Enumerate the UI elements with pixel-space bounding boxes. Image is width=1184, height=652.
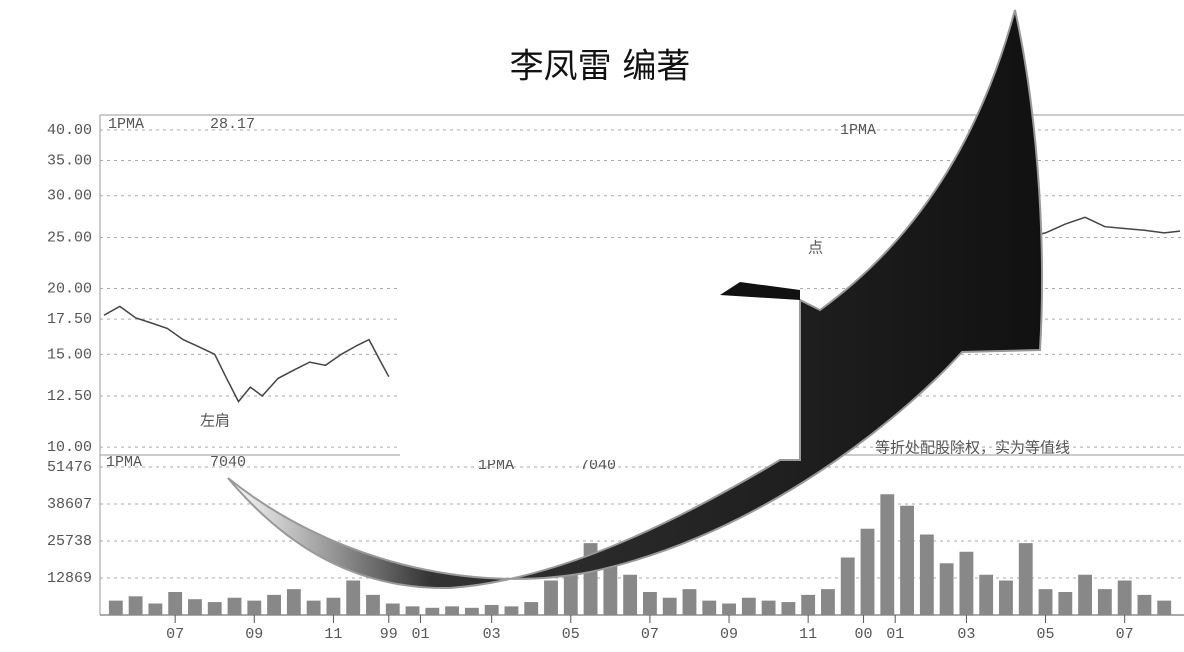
volume-bar — [959, 551, 974, 615]
volume-bar — [445, 606, 460, 615]
volume-bar — [267, 594, 281, 615]
y-tick-label: 12.50 — [47, 388, 92, 405]
volume-bar — [1157, 600, 1172, 615]
volume-bar — [306, 600, 321, 615]
annotation: 7040 — [210, 454, 246, 471]
volume-bar — [1137, 594, 1152, 615]
x-tick-label: 05 — [1037, 626, 1055, 643]
annotation: 左肩 — [200, 412, 230, 430]
volume-bar — [623, 574, 638, 615]
volume-bar — [801, 594, 816, 615]
volume-bar — [979, 574, 994, 615]
annotation: 1PMA — [478, 457, 514, 474]
y-tick-label: 10.00 — [47, 439, 92, 456]
y-tick-label: 51476 — [47, 459, 92, 476]
y-tick-label: 30.00 — [47, 188, 92, 205]
x-tick-label: 03 — [483, 626, 501, 643]
volume-bar — [346, 580, 361, 615]
volume-bar — [247, 600, 262, 615]
volume-bar — [741, 597, 756, 615]
x-tick-label: 11 — [324, 626, 342, 643]
volume-bar — [544, 580, 558, 615]
annotation: 点 — [808, 239, 823, 257]
x-tick-label: 01 — [886, 626, 904, 643]
volume-bar — [366, 594, 380, 615]
volume-bar — [880, 494, 895, 615]
volume-bar — [919, 534, 934, 615]
volume-bar — [425, 607, 440, 615]
cover-panel — [400, 285, 800, 460]
annotation: 1PMA — [106, 454, 142, 471]
volume-bar — [524, 602, 539, 615]
y-tick-label: 15.00 — [47, 346, 92, 363]
x-tick-label: 09 — [245, 626, 263, 643]
volume-bar — [900, 505, 914, 615]
volume-bar — [227, 597, 242, 615]
volume-bar — [840, 557, 855, 615]
volume-bar — [939, 563, 954, 615]
volume-bar — [168, 591, 183, 615]
volume-bar — [108, 600, 123, 615]
volume-bar — [1018, 543, 1033, 615]
y-tick-label: 20.00 — [47, 280, 92, 297]
y-tick-label: 35.00 — [47, 152, 92, 169]
volume-bar — [702, 600, 717, 615]
y-tick-label: 17.50 — [47, 311, 92, 328]
volume-bar — [1117, 580, 1132, 615]
volume-bar — [504, 606, 519, 615]
volume-bar — [682, 589, 697, 615]
volume-bar — [821, 589, 835, 615]
volume-bar — [1058, 591, 1073, 615]
volume-bar — [464, 607, 479, 615]
volume-bar — [781, 602, 796, 615]
x-tick-label: 07 — [166, 626, 184, 643]
x-tick-label: 01 — [411, 626, 429, 643]
y-tick-label: 25.00 — [47, 229, 92, 246]
author: 李凤雷 编著 — [510, 47, 691, 87]
volume-bar — [286, 589, 301, 615]
y-tick-label: 38607 — [47, 496, 92, 513]
x-tick-label: 00 — [855, 626, 873, 643]
volume-bar — [662, 597, 677, 615]
volume-bar — [1097, 589, 1112, 615]
volume-bar — [326, 597, 341, 615]
annotation: 1PMA — [840, 122, 876, 139]
x-tick-label: 99 — [380, 626, 398, 643]
x-tick-label: 03 — [957, 626, 975, 643]
annotation: 28.17 — [210, 116, 255, 133]
rising-arrow — [227, 9, 1043, 590]
x-tick-label: 09 — [720, 626, 738, 643]
arrow-notch — [720, 282, 800, 300]
volume-bar — [405, 606, 420, 615]
x-tick-label: 07 — [1116, 626, 1134, 643]
volume-bar — [642, 591, 657, 615]
annotation: 1PMA — [108, 116, 144, 133]
y-tick-label: 25738 — [47, 533, 92, 550]
volume-bar — [148, 603, 163, 615]
volume-bar — [722, 603, 736, 615]
y-tick-label: 40.00 — [47, 122, 92, 139]
annotation: 等折处配股除权，实为等值线 — [875, 439, 1070, 457]
volume-bar — [860, 528, 875, 615]
volume-bar — [128, 596, 143, 615]
x-tick-label: 05 — [562, 626, 580, 643]
x-tick-label: 11 — [799, 626, 817, 643]
plot: 10.00 12.50 15.00 17.50 20.00 25.00 30.00 35.00… — [47, 116, 1184, 643]
volume-bar — [761, 600, 776, 615]
y-tick-label: 12869 — [47, 570, 92, 587]
volume-bar — [1038, 589, 1053, 615]
annotation: 7040 — [580, 457, 616, 474]
volume-bar — [999, 580, 1013, 615]
volume-bar — [207, 602, 222, 615]
x-tick-label: 07 — [641, 626, 659, 643]
volume-bar — [603, 557, 618, 615]
volume-bar — [188, 599, 202, 615]
volume-bar — [385, 603, 400, 615]
volume-bar — [1078, 574, 1093, 615]
volume-bar — [484, 604, 499, 615]
